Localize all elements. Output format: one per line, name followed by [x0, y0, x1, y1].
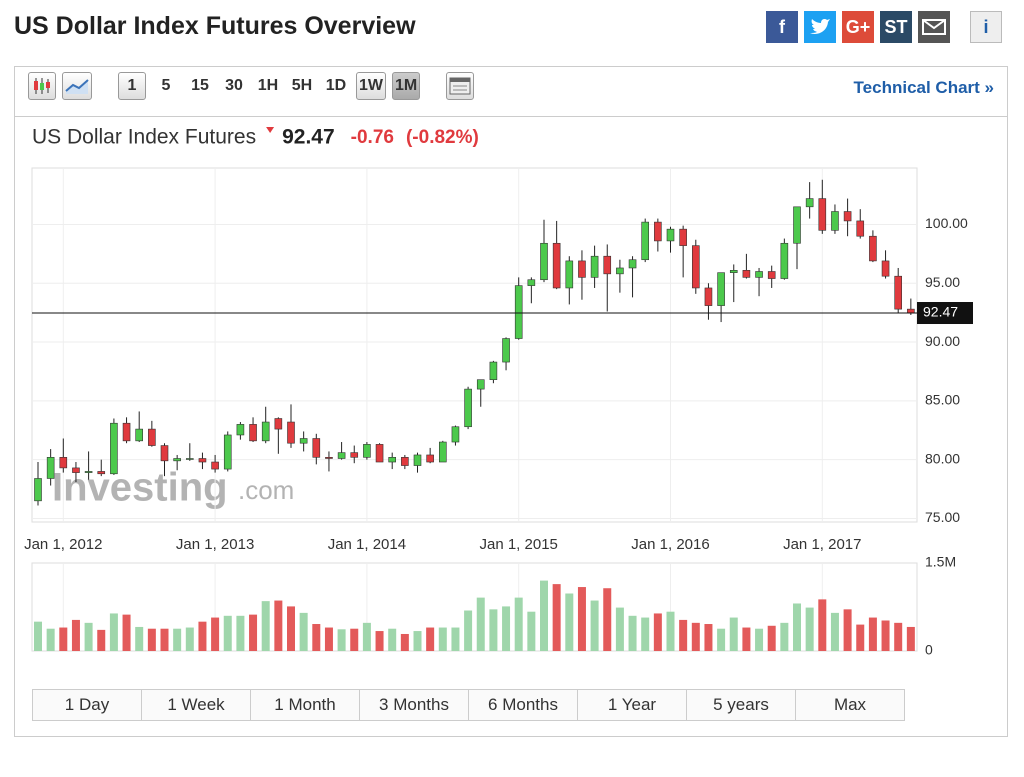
mail-button[interactable] — [918, 11, 950, 43]
facebook-button[interactable]: f — [766, 11, 798, 43]
candle-icon — [34, 78, 50, 94]
stocktwits-button[interactable]: ST — [880, 11, 912, 43]
interval-button[interactable]: 15 — [191, 77, 209, 94]
range-tab[interactable]: Max — [796, 690, 904, 720]
info-button[interactable]: i — [970, 11, 1002, 43]
interval-button[interactable]: 5 — [161, 77, 171, 94]
interval-button[interactable]: 1W — [356, 72, 386, 100]
interval-button[interactable]: 1H — [257, 77, 279, 94]
twitter-icon — [810, 19, 830, 34]
range-tab[interactable]: 6 Months — [469, 690, 578, 720]
interval-group: 1 5 15 30 1H 5H 1D 1W 1M — [118, 72, 421, 100]
separator — [14, 116, 1008, 117]
range-tab[interactable]: 3 Months — [360, 690, 469, 720]
interval-button[interactable]: 30 — [225, 77, 243, 94]
range-tabs: 1 Day 1 Week 1 Month 3 Months 6 Months 1 Year… — [32, 689, 905, 721]
settings-icon — [449, 77, 471, 95]
interval-button[interactable]: 5H — [291, 77, 313, 94]
widget-frame — [14, 66, 1008, 737]
mail-icon — [922, 19, 946, 35]
settings-button[interactable] — [446, 72, 475, 100]
google-button[interactable]: G+ — [842, 11, 874, 43]
technical-chart-link[interactable]: Technical Chart » — [853, 78, 994, 97]
page-title: US Dollar Index Futures Overview — [14, 12, 416, 40]
range-tab[interactable]: 1 Month — [251, 690, 360, 720]
toolbar: 1 5 15 30 1H 5H 1D 1W 1M — [28, 72, 475, 100]
range-tab[interactable]: 1 Day — [33, 690, 142, 720]
range-tab[interactable]: 1 Week — [142, 690, 251, 720]
twitter-button[interactable] — [804, 11, 836, 43]
line-type-button[interactable] — [62, 72, 92, 100]
line-icon — [65, 79, 89, 94]
range-tab[interactable]: 1 Year — [578, 690, 687, 720]
interval-button[interactable]: 1 — [118, 72, 146, 100]
interval-button[interactable]: 1M — [392, 72, 421, 100]
range-tab[interactable]: 5 years — [687, 690, 796, 720]
social-bar: f G+ ST i — [766, 11, 1002, 43]
candle-type-button[interactable] — [28, 72, 56, 100]
interval-button[interactable]: 1D — [325, 77, 347, 94]
